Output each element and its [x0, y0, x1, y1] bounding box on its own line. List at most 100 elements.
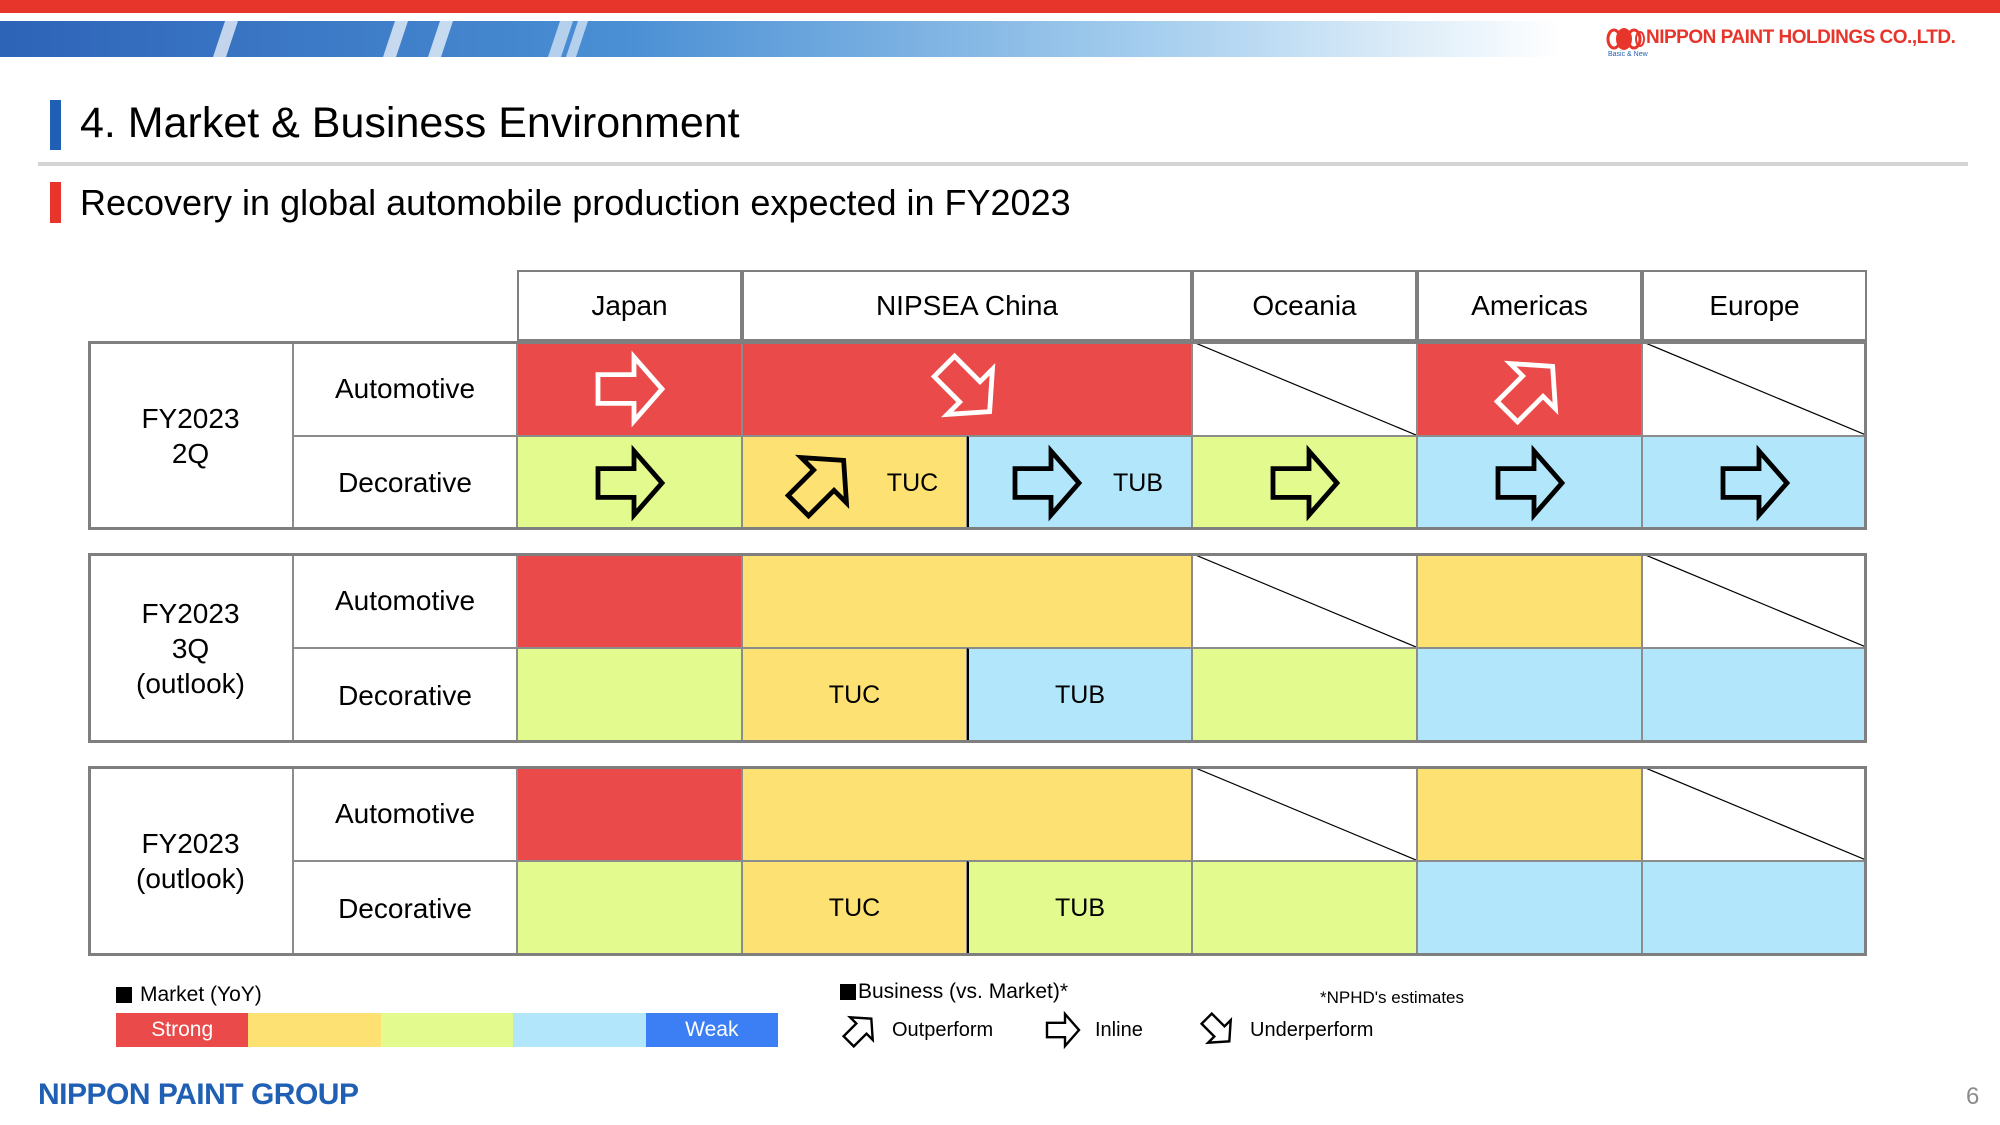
cell-3q-auto-nipsea-china	[742, 553, 1192, 648]
column-header-oceania: Oceania	[1192, 270, 1417, 341]
not-applicable-slash	[1643, 767, 1866, 860]
cell-2q-auto-europe-na	[1642, 341, 1867, 436]
not-applicable-slash	[1193, 342, 1416, 435]
period-label-3q-outlook: FY2023 3Q (outlook)	[88, 553, 293, 743]
inline-arrow-icon	[1495, 444, 1565, 522]
period-label-text: FY2023 3Q (outlook)	[136, 597, 245, 699]
cell-2q-deco-japan	[517, 436, 742, 530]
cell-fy-auto-europe-na	[1642, 766, 1867, 861]
header-blue-band	[0, 21, 1560, 57]
cell-3q-deco-oceania	[1192, 648, 1417, 743]
scale-weak: Weak	[645, 1013, 779, 1047]
cell-2q-deco-europe	[1642, 436, 1867, 530]
divider	[38, 162, 1968, 166]
inline-label: Inline	[1095, 1018, 1143, 1041]
inline-arrow-icon	[1270, 444, 1340, 522]
cell-fy-deco-americas	[1417, 861, 1642, 956]
legend-business-title: Business (vs. Market)*	[840, 980, 1068, 1004]
inline-arrow-icon	[1045, 1010, 1081, 1050]
not-applicable-slash	[1643, 342, 1866, 435]
period-label-text: FY2023 2Q	[141, 402, 240, 469]
cell-2q-deco-tub: TUB	[967, 436, 1192, 530]
company-logo: NIPPON PAINT HOLDINGS CO.,LTD. Basic & N…	[1598, 25, 1978, 61]
legend-business-text: Business (vs. Market)*	[858, 980, 1069, 1003]
cell-fy-deco-tuc: TUC	[742, 861, 967, 956]
legend-square-icon	[840, 984, 856, 1000]
column-header-nipsea-china: NIPSEA China	[742, 270, 1192, 341]
tub-label: TUB	[1113, 468, 1163, 497]
outperform-arrow-icon	[841, 1015, 875, 1049]
period-label-2q: FY2023 2Q	[88, 341, 293, 530]
legend-underperform: Underperform	[1198, 1010, 1373, 1050]
top-red-band	[0, 0, 2000, 13]
cell-fy-deco-japan	[517, 861, 742, 956]
segment-label-decorative: Decorative	[293, 861, 517, 956]
logo-tagline: Basic & New	[1608, 51, 1648, 58]
section-accent-bar	[50, 100, 61, 150]
cell-2q-auto-americas	[1417, 341, 1642, 436]
legend-outperform: Outperform	[840, 1010, 993, 1050]
cell-3q-deco-americas	[1417, 648, 1642, 743]
legend-market-title: Market (YoY)	[116, 983, 262, 1007]
estimates-note: *NPHD's estimates	[1320, 988, 1465, 1007]
inline-arrow-icon	[595, 444, 665, 522]
cell-3q-auto-japan	[517, 553, 742, 648]
cell-3q-auto-europe-na	[1642, 553, 1867, 648]
cell-3q-auto-americas	[1417, 553, 1642, 648]
underperform-arrow-icon	[930, 352, 996, 417]
legend-market-scale: Strong Weak	[116, 1013, 779, 1047]
cell-3q-deco-japan	[517, 648, 742, 743]
inline-arrow-icon	[595, 350, 665, 427]
tub-label: TUB	[1055, 681, 1105, 709]
subtitle: Recovery in global automobile production…	[80, 182, 1071, 223]
cell-2q-auto-oceania-na	[1192, 341, 1417, 436]
not-applicable-slash	[1643, 554, 1866, 647]
company-logo-text: NIPPON PAINT HOLDINGS CO.,LTD.	[1646, 27, 1956, 48]
tuc-label: TUC	[828, 681, 881, 709]
cell-fy-auto-japan	[517, 766, 742, 861]
outperform-label: Outperform	[892, 1018, 994, 1041]
cell-fy-deco-oceania	[1192, 861, 1417, 956]
not-applicable-slash	[1193, 767, 1416, 860]
cell-2q-auto-japan	[517, 341, 742, 436]
segment-label-automotive: Automotive	[293, 766, 517, 861]
cell-2q-deco-americas	[1417, 436, 1642, 530]
cell-3q-deco-europe	[1642, 648, 1867, 743]
scale-level-4	[513, 1013, 646, 1047]
inline-arrow-icon	[1720, 444, 1790, 522]
cell-fy-auto-oceania-na	[1192, 766, 1417, 861]
scale-level-2	[248, 1013, 381, 1047]
not-applicable-slash	[1193, 554, 1416, 647]
cell-3q-auto-oceania-na	[1192, 553, 1417, 648]
page-number: 6	[1966, 1083, 1980, 1110]
legend-inline: Inline	[1043, 1010, 1143, 1050]
group-logo: NIPPON PAINT GROUP	[38, 1078, 359, 1111]
cell-2q-deco-oceania	[1192, 436, 1417, 530]
period-label-text: FY2023 (outlook)	[136, 828, 245, 894]
segment-label-automotive: Automotive	[293, 341, 517, 436]
cell-fy-deco-europe	[1642, 861, 1867, 956]
segment-label-decorative: Decorative	[293, 648, 517, 743]
tub-label: TUB	[1055, 894, 1105, 922]
segment-label-automotive: Automotive	[293, 553, 517, 648]
column-header-europe: Europe	[1642, 270, 1867, 341]
scale-strong: Strong	[116, 1013, 249, 1047]
cell-2q-deco-tuc: TUC	[742, 436, 967, 530]
underperform-arrow-icon	[1199, 1011, 1233, 1045]
segment-label-decorative: Decorative	[293, 436, 517, 530]
column-header-japan: Japan	[517, 270, 742, 341]
legend-market-text: Market (YoY)	[140, 983, 262, 1006]
section-title: 4. Market & Business Environment	[80, 99, 740, 147]
scale-level-3	[380, 1013, 514, 1047]
outperform-arrow-icon	[1493, 360, 1558, 425]
tuc-label: TUC	[828, 894, 881, 922]
legend-square-icon	[116, 987, 132, 1003]
cell-3q-deco-tuc: TUC	[742, 648, 967, 743]
company-logo-mark	[1606, 28, 1645, 50]
outperform-arrow-icon	[784, 454, 850, 520]
inline-arrow-icon	[1012, 444, 1083, 522]
cell-fy-deco-tub: TUB	[967, 861, 1192, 956]
tuc-label: TUC	[886, 468, 939, 497]
subtitle-accent-bar	[50, 182, 61, 223]
cell-fy-auto-americas	[1417, 766, 1642, 861]
